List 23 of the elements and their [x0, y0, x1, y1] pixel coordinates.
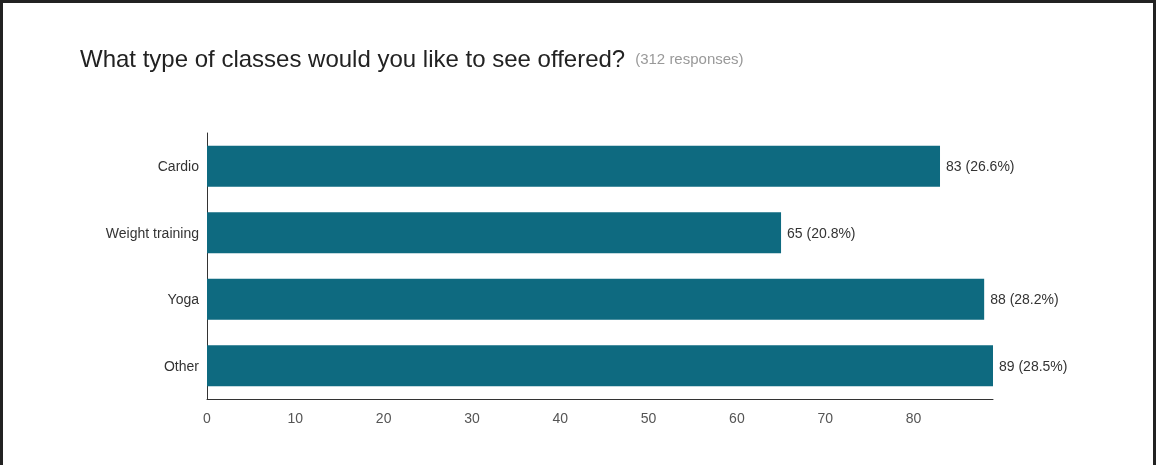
x-tick-label: 30: [464, 410, 480, 426]
x-tick-label: 70: [817, 410, 834, 426]
data-label: 89 (28.5%): [999, 357, 1068, 374]
y-tick-label: Yoga: [167, 291, 200, 308]
y-tick-label: Other: [163, 357, 200, 374]
x-tick-label: 50: [640, 410, 657, 426]
x-tick-label: 0: [203, 410, 212, 426]
chart-subtitle: (312 responses): [635, 49, 744, 67]
data-label: 88 (28.2%): [990, 291, 1059, 308]
bar: [207, 345, 993, 387]
x-tick-label: 80: [905, 410, 922, 426]
data-label: 65 (20.8%): [787, 224, 856, 241]
x-tick-label: 40: [552, 410, 569, 426]
y-tick-label: Cardio: [157, 158, 200, 175]
data-label: 83 (26.6%): [946, 158, 1015, 175]
x-tick-label: 20: [375, 410, 392, 426]
x-tick-label: 10: [287, 410, 304, 426]
bar: [207, 212, 782, 254]
bar: [207, 278, 985, 320]
bar: [207, 145, 941, 187]
y-tick-label: Weight training: [105, 224, 199, 241]
x-tick-label: 60: [729, 410, 745, 426]
chart-title: What type of classes would you like to see offered?: [80, 44, 626, 72]
